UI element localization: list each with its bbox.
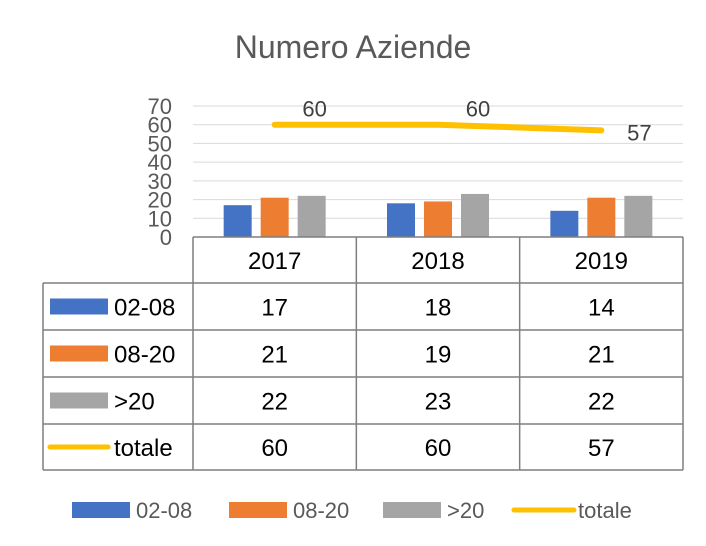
y-tick-label: 30 (148, 169, 172, 194)
table-cell: 23 (425, 389, 452, 416)
legend-label: >20 (447, 498, 484, 523)
table-cell: 57 (588, 435, 615, 462)
legend: 02-08 08-20 >20 totale (72, 498, 632, 523)
data-label: 60 (302, 97, 326, 122)
table-cell: 22 (261, 389, 288, 416)
legend-label: 08-20 (293, 498, 349, 523)
bar (587, 197, 616, 237)
table-cell: 18 (425, 295, 452, 322)
table-legend-key (50, 345, 108, 362)
table-cell: 21 (588, 342, 615, 369)
table-cell: 14 (588, 295, 615, 322)
table-header-category: 2019 (575, 248, 628, 275)
bar (260, 197, 289, 237)
legend-key (229, 502, 287, 518)
table-cell: 22 (588, 389, 615, 416)
y-tick-label: 20 (148, 188, 172, 213)
table-row-label: totale (114, 435, 173, 462)
table-legend-key (50, 392, 108, 409)
legend-key (383, 502, 441, 518)
bar (223, 205, 252, 237)
y-tick-label: 70 (148, 94, 172, 119)
y-tick-label: 40 (148, 150, 172, 175)
table-cell: 19 (425, 342, 452, 369)
legend-label: 02-08 (136, 498, 192, 523)
bar (550, 210, 579, 237)
bar (624, 195, 653, 237)
y-tick-label: 60 (148, 113, 172, 138)
data-labels: 60 60 57 (302, 97, 651, 146)
bar (297, 195, 326, 237)
y-tick-label: 50 (148, 131, 172, 156)
table-header-category: 2018 (411, 248, 464, 275)
bar (461, 193, 489, 237)
table-header-category: 2017 (248, 248, 301, 275)
bar (424, 201, 452, 237)
totale-line (271, 121, 605, 134)
data-table: 2017 2018 2019 02-08 17 18 14 08-20 21 19 21 >20 22 2… (42, 236, 684, 471)
data-label: 57 (627, 120, 651, 145)
bar (387, 203, 415, 237)
table-cell: 60 (261, 435, 288, 462)
table-cell: 17 (261, 295, 288, 322)
table-row-label: 08-20 (114, 342, 175, 369)
y-tick-label: 10 (148, 206, 172, 231)
data-label: 60 (466, 97, 490, 122)
table-legend-key (50, 298, 108, 315)
y-tick-label: 0 (160, 225, 172, 250)
legend-label: totale (578, 498, 632, 523)
table-row-label: 02-08 (114, 295, 175, 322)
line-series-totale (271, 121, 605, 134)
table-cell: 60 (425, 435, 452, 462)
bars (223, 193, 653, 237)
table-cell: 21 (261, 342, 288, 369)
legend-key (72, 502, 130, 518)
chart-title: Numero Aziende (235, 29, 472, 65)
table-row-label: >20 (114, 389, 155, 416)
